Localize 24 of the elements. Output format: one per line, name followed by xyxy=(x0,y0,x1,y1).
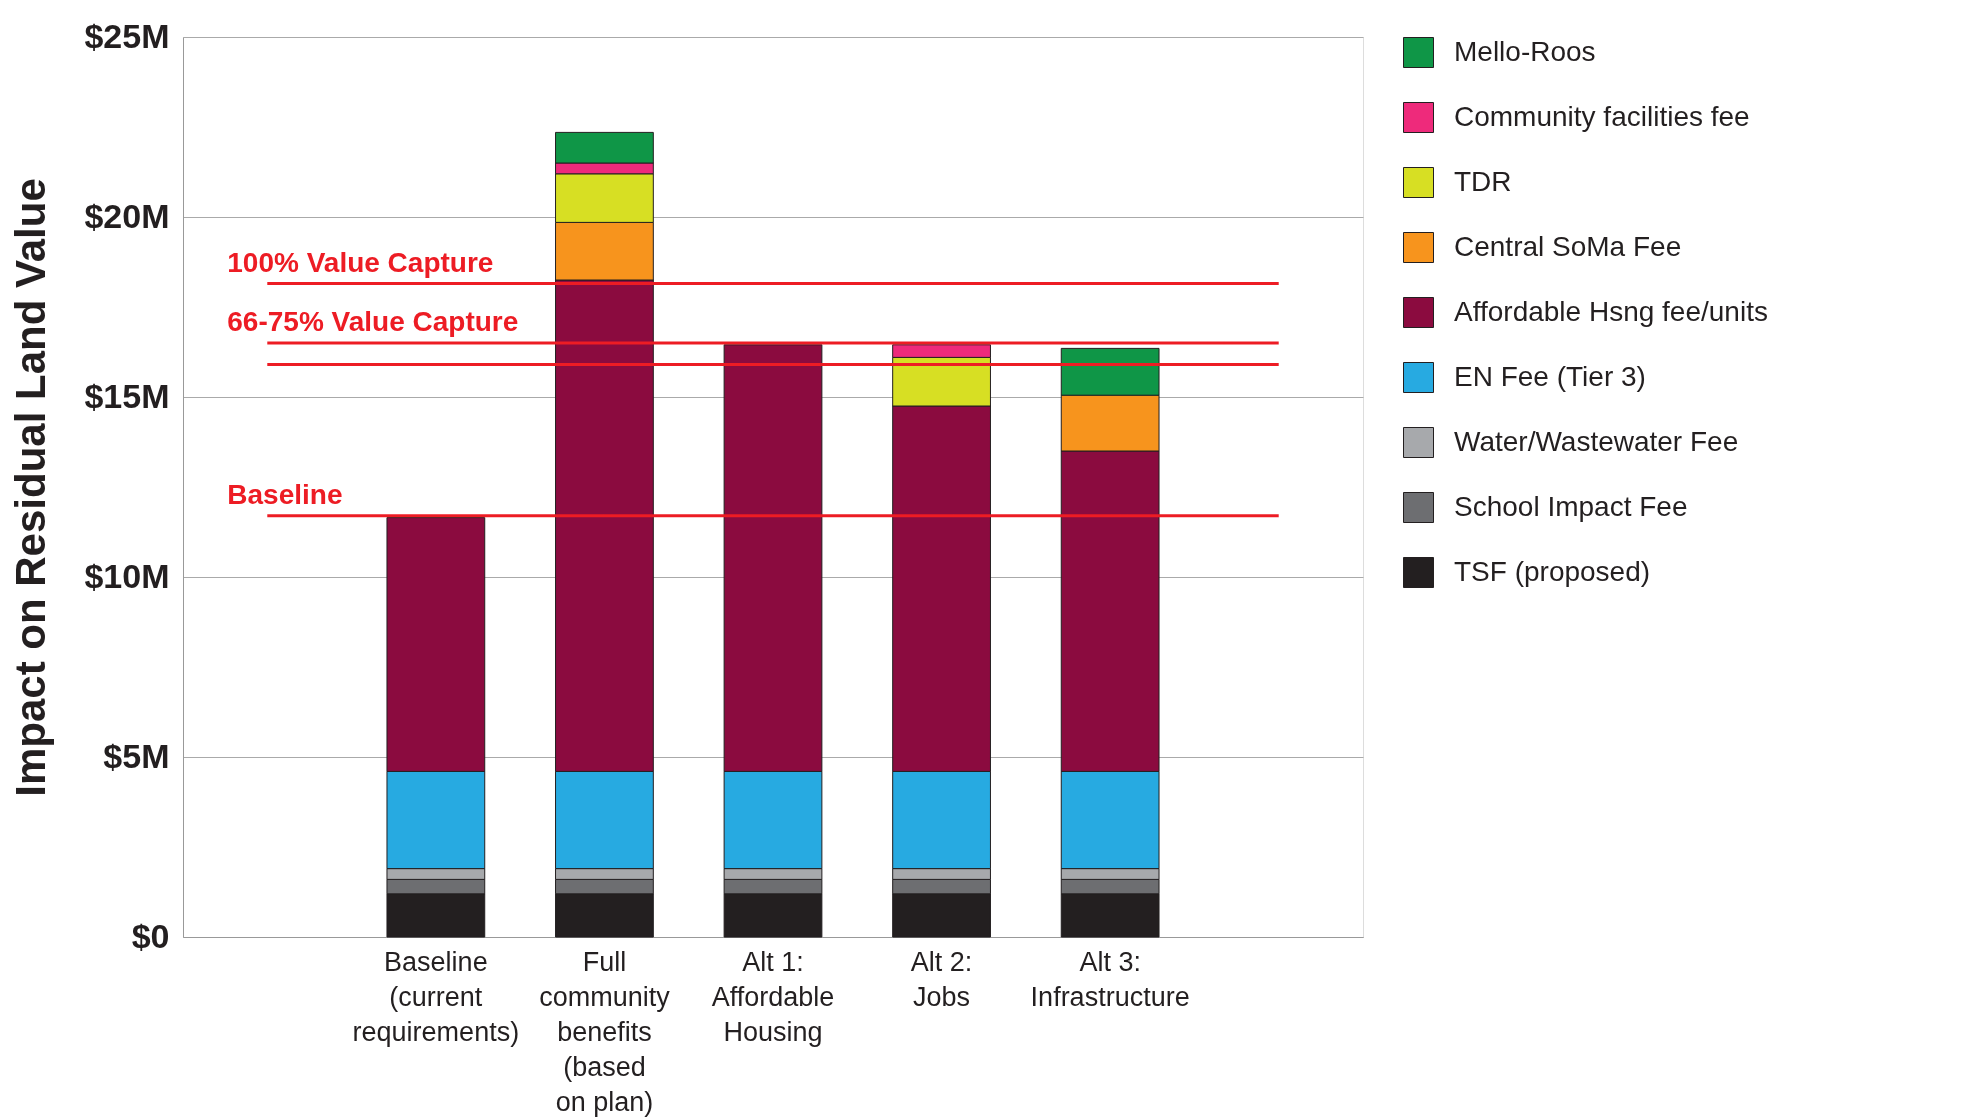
x-tick-label: Alt 2: Jobs xyxy=(910,946,973,1012)
y-tick-label: $25M xyxy=(84,16,170,55)
x-tick-label: Alt 3: Infrastructure xyxy=(1030,946,1190,1012)
y-axis-title: Impact on Residual Land Value xyxy=(7,178,55,797)
x-tick-label: Alt 1: Affordable Housing xyxy=(711,946,835,1047)
ref-line-label: 66-75% Value Capture xyxy=(227,306,519,337)
x-tick-label: Baseline (current requirements) xyxy=(352,946,520,1047)
ref-line-label: Baseline xyxy=(227,478,343,510)
legend-label: EN Fee (Tier 3) xyxy=(1454,360,1646,392)
y-tick-label: $20M xyxy=(84,196,170,235)
legend-label: TDR xyxy=(1454,165,1512,197)
ref-line-label: 100% Value Capture xyxy=(227,246,494,278)
y-tick-label: $15M xyxy=(84,376,170,415)
legend-label: School Impact Fee xyxy=(1454,490,1688,522)
legend-label: Mello-Roos xyxy=(1454,35,1596,67)
legend-label: TSF (proposed) xyxy=(1454,555,1651,587)
x-tick-label: Full community benefits (based on plan) xyxy=(539,946,671,1117)
y-tick-label: $5M xyxy=(103,736,170,775)
legend-label: Community facilities fee xyxy=(1454,100,1750,132)
y-tick-label: $0 xyxy=(131,916,170,955)
legend-label: Affordable Hsng fee/units xyxy=(1454,295,1768,327)
legend-label: Water/Wastewater Fee xyxy=(1454,425,1739,457)
y-tick-label: $10M xyxy=(84,556,170,595)
legend-label: Central SoMa Fee xyxy=(1454,230,1682,262)
